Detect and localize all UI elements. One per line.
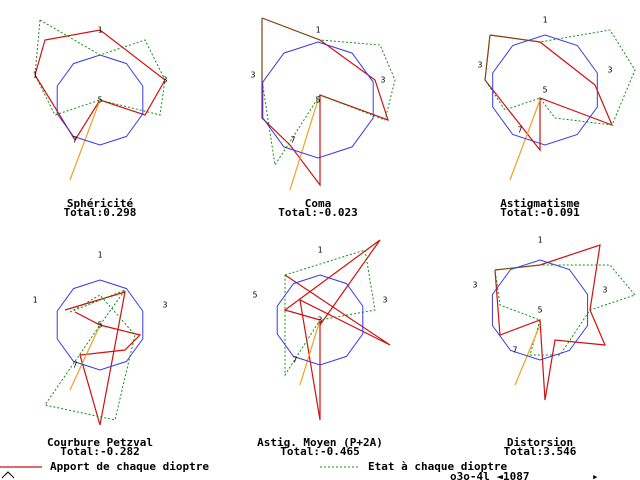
point-label: 1 — [543, 16, 548, 25]
legend-green: Etat à chaque dioptre — [368, 460, 507, 473]
point-label: 5 — [98, 321, 103, 330]
panel-total: Total:-0.465 — [280, 445, 359, 458]
point-label: 3 — [608, 66, 613, 75]
panel-title: Astigmatisme — [500, 197, 580, 210]
legend-red: Apport de chaque dioptre — [50, 460, 209, 473]
point-label: 7 — [73, 361, 78, 370]
point-label: 5 — [543, 86, 548, 95]
point-label: 5 — [98, 96, 103, 105]
point-label: 1 — [33, 296, 38, 305]
point-label: 1 — [98, 251, 103, 260]
panel-title: Distorsion — [507, 436, 573, 449]
point-label: 1 — [98, 26, 103, 35]
pupil-outline — [491, 259, 589, 361]
point-label: 7 — [291, 136, 296, 145]
panel-title: Courbure Petzval — [47, 436, 153, 449]
panel-title: Coma — [305, 197, 332, 210]
panel-total: Total:-0.282 — [60, 445, 139, 458]
pupil-outline — [492, 34, 598, 146]
plots — [34, 17, 636, 426]
pupil-outline — [56, 279, 144, 371]
status: o3o-4l ◄1087 — [450, 470, 529, 480]
point-label: 5 — [316, 96, 321, 105]
point-label: 5 — [538, 306, 543, 315]
next-arrow[interactable]: ▸ — [592, 470, 599, 480]
point-label: 1 — [538, 236, 543, 245]
panel-total: Total:-0.091 — [500, 206, 580, 219]
point-label: 1 — [33, 71, 38, 80]
panel-title: Astig. Moyen (P+2A) — [257, 436, 383, 449]
pupil-outline — [276, 274, 364, 366]
point-label: 3 — [163, 301, 168, 310]
point-label: 3 — [163, 76, 168, 85]
point-label: 1 — [316, 26, 321, 35]
point-label: 7 — [73, 136, 78, 145]
point-label: 7 — [293, 356, 298, 365]
panel-title: Sphéricité — [67, 197, 134, 210]
panel-total: Total:0.298 — [64, 206, 137, 219]
point-label: 1 — [318, 246, 323, 255]
point-label: 7 — [513, 346, 518, 355]
point-label: 3 — [318, 316, 323, 325]
panel-total: Total:3.546 — [504, 445, 577, 458]
point-label: 3 — [251, 71, 256, 80]
point-label: 3 — [383, 296, 388, 305]
corner-glyph — [1, 471, 15, 479]
pupil-outline — [262, 41, 374, 159]
point-label: 3 — [603, 286, 608, 295]
panel-total: Total:-0.023 — [278, 206, 357, 219]
point-label: 3 — [381, 76, 386, 85]
point-label: 3 — [473, 281, 478, 290]
pupil-outline — [56, 54, 144, 146]
point-label: 5 — [253, 291, 258, 300]
point-label: 7 — [518, 126, 523, 135]
point-label: 3 — [478, 61, 483, 70]
